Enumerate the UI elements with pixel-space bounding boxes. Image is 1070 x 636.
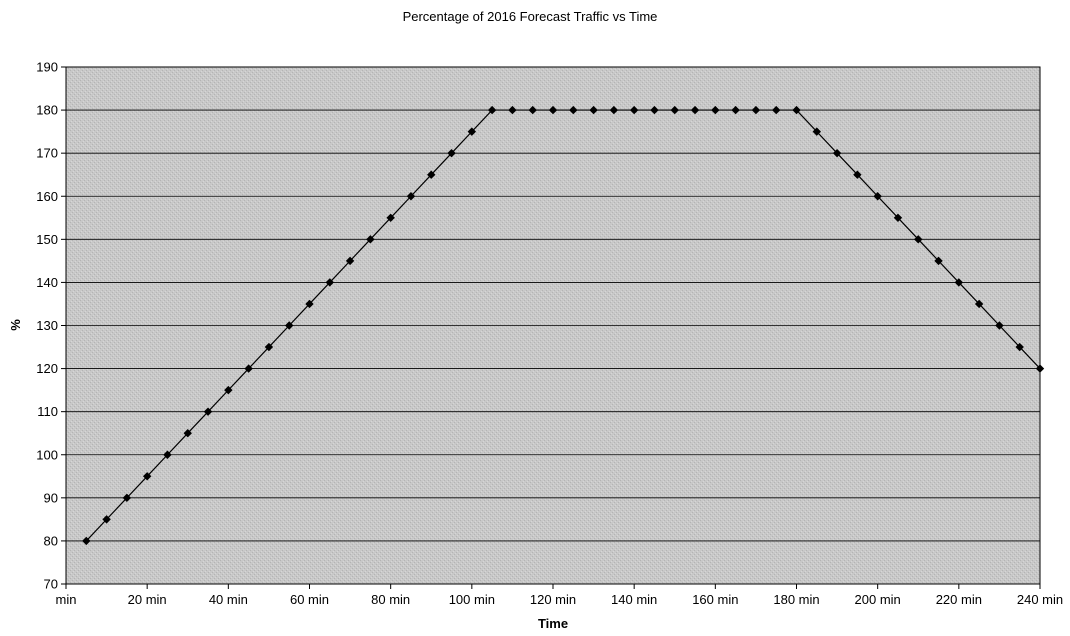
- data-point-marker: [832, 148, 842, 158]
- data-point-marker: [995, 321, 1004, 330]
- data-point-marker: [325, 278, 334, 287]
- y-tick-label: 80: [44, 533, 58, 548]
- chart-title: Percentage of 2016 Forecast Traffic vs T…: [403, 9, 658, 24]
- y-axis-ticks: 70 80 90 100 110 120 130 140 150 160 170 180 190: [36, 60, 66, 592]
- y-tick-label: 100: [36, 447, 58, 462]
- y-tick-label: 130: [36, 318, 58, 333]
- data-point-marker: [690, 105, 700, 115]
- data-point-marker: [183, 429, 192, 438]
- data-point-marker: [122, 493, 132, 503]
- data-point-marker: [934, 256, 943, 266]
- data-point-marker: [447, 148, 456, 158]
- x-tick-label: 100 min: [449, 592, 495, 607]
- data-point-marker: [406, 192, 416, 201]
- data-point-marker: [589, 105, 598, 115]
- data-point-marker: [954, 278, 964, 287]
- x-tick-label: 180 min: [773, 592, 819, 607]
- data-point-marker: [914, 235, 923, 244]
- y-tick-label: 190: [36, 60, 58, 75]
- x-tick-label: 160 min: [692, 592, 738, 607]
- data-point-marker: [853, 170, 862, 179]
- data-point-marker: [751, 105, 761, 115]
- data-point-marker: [487, 105, 497, 115]
- y-tick-label: 160: [36, 189, 58, 204]
- data-markers: [82, 105, 1045, 546]
- y-tick-label: 110: [37, 404, 58, 419]
- data-point-marker: [893, 213, 903, 222]
- data-point-marker: [974, 299, 984, 309]
- x-tick-label: 240 min: [1017, 592, 1063, 607]
- data-point-marker: [569, 105, 578, 115]
- x-tick-label: 80 min: [371, 592, 410, 607]
- x-tick-label: 120 min: [530, 592, 576, 607]
- data-point-marker: [244, 364, 253, 373]
- y-tick-label: 120: [36, 361, 58, 376]
- data-point-marker: [102, 515, 111, 524]
- data-point-marker: [1015, 342, 1024, 352]
- x-tick-label: 20 min: [128, 592, 167, 607]
- data-point-marker: [528, 105, 537, 115]
- data-point-marker: [285, 321, 294, 330]
- data-point-marker: [711, 105, 720, 115]
- data-point-marker: [467, 127, 477, 136]
- y-tick-label: 70: [44, 577, 58, 592]
- data-point-marker: [772, 105, 781, 115]
- data-point-marker: [629, 105, 639, 115]
- y-tick-label: 140: [36, 275, 58, 290]
- data-point-marker: [264, 342, 274, 352]
- plot-border: [65, 66, 1041, 585]
- y-tick-label: 180: [36, 103, 58, 118]
- data-point-marker: [386, 213, 395, 222]
- series-line: [85, 109, 1041, 542]
- data-point-marker: [508, 105, 517, 115]
- data-point-marker: [609, 105, 619, 115]
- x-tick-label: min: [56, 592, 77, 607]
- x-axis-title: Time: [538, 616, 568, 631]
- y-tick-label: 170: [36, 146, 58, 161]
- x-tick-label: 200 min: [855, 592, 901, 607]
- data-point-marker: [427, 170, 436, 179]
- x-axis-ticks: min 20 min 40 min 60 min 80 min 100 min 120 mi…: [56, 584, 1063, 607]
- x-tick-label: 140 min: [611, 592, 657, 607]
- data-point-marker: [305, 299, 314, 309]
- data-point-marker: [142, 472, 152, 481]
- data-point-marker: [873, 192, 882, 201]
- data-point-marker: [731, 105, 740, 115]
- data-point-marker: [812, 127, 821, 136]
- data-point-marker: [224, 385, 233, 395]
- x-tick-label: 220 min: [936, 592, 982, 607]
- y-tick-label: 90: [44, 490, 58, 505]
- data-point-marker: [650, 105, 659, 115]
- data-point-marker: [203, 407, 213, 416]
- data-point-marker: [670, 105, 679, 115]
- data-point-marker: [366, 235, 375, 244]
- x-tick-label: 60 min: [290, 592, 329, 607]
- y-axis-title: %: [8, 319, 23, 331]
- data-point-marker: [548, 105, 558, 115]
- x-tick-label: 40 min: [209, 592, 248, 607]
- data-point-marker: [163, 450, 172, 459]
- y-tick-label: 150: [36, 232, 58, 247]
- data-point-marker: [345, 256, 355, 266]
- data-point-marker: [792, 105, 801, 115]
- data-point-marker: [82, 536, 91, 546]
